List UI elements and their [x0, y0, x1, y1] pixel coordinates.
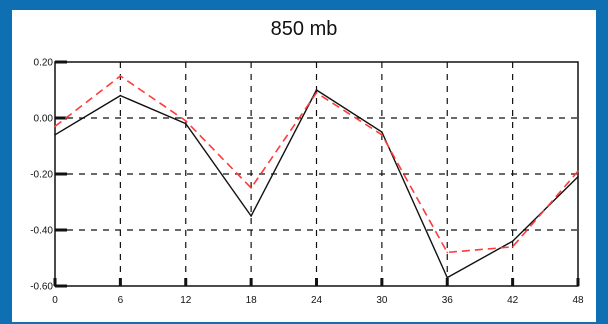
y-tick-label: -0.60	[30, 282, 53, 293]
series-2-point	[381, 134, 383, 136]
x-tick-label: 48	[572, 295, 584, 306]
data-series	[54, 75, 579, 279]
y-tick-label: -0.20	[30, 170, 53, 181]
series-1-point	[381, 131, 383, 133]
series-1-point	[446, 276, 449, 279]
x-tick-label: 24	[311, 295, 323, 306]
series-2-point	[54, 125, 56, 128]
series-1-point	[315, 89, 318, 91]
series-2-point	[511, 246, 514, 248]
series-1-point	[54, 134, 56, 136]
series-1-point	[184, 122, 187, 125]
series-1-point	[250, 215, 252, 217]
line-chart: 0.20 0.00 -0.20 -0.40 -0.60 0 6 12 18 24 30 36 42 48	[30, 58, 584, 307]
series-2-point	[446, 251, 449, 254]
y-tick-label: 0.00	[34, 114, 54, 125]
chart-panel: 850 mb 0.20 0.00 -0.20 -0.40 -0.60 0 6 12 18 24 30…	[12, 10, 596, 322]
y-tick-label: -0.40	[30, 226, 53, 237]
grid-lines	[55, 62, 578, 286]
x-tick-label: 36	[442, 295, 454, 306]
series-1-point	[577, 176, 579, 178]
x-tick-label: 0	[52, 295, 58, 306]
chart-title: 850 mb	[270, 18, 338, 40]
x-tick-label: 6	[118, 295, 124, 306]
x-tick-label: 30	[376, 295, 388, 306]
series-2-point	[315, 92, 318, 94]
series-1-point	[511, 240, 514, 242]
series-2-point	[119, 75, 122, 77]
series-2-point	[250, 187, 252, 189]
x-tick-label: 42	[507, 295, 519, 306]
x-tick-label: 18	[246, 295, 258, 306]
series-1-point	[119, 94, 122, 97]
y-tick-label: 0.20	[34, 58, 54, 69]
series-2-point	[577, 170, 579, 172]
series-2-point	[184, 120, 187, 122]
tick-labels: 0.20 0.00 -0.20 -0.40 -0.60 0 6 12 18 24 30 36 42 48	[30, 58, 584, 307]
x-tick-label: 12	[180, 295, 192, 306]
axes	[53, 60, 580, 288]
